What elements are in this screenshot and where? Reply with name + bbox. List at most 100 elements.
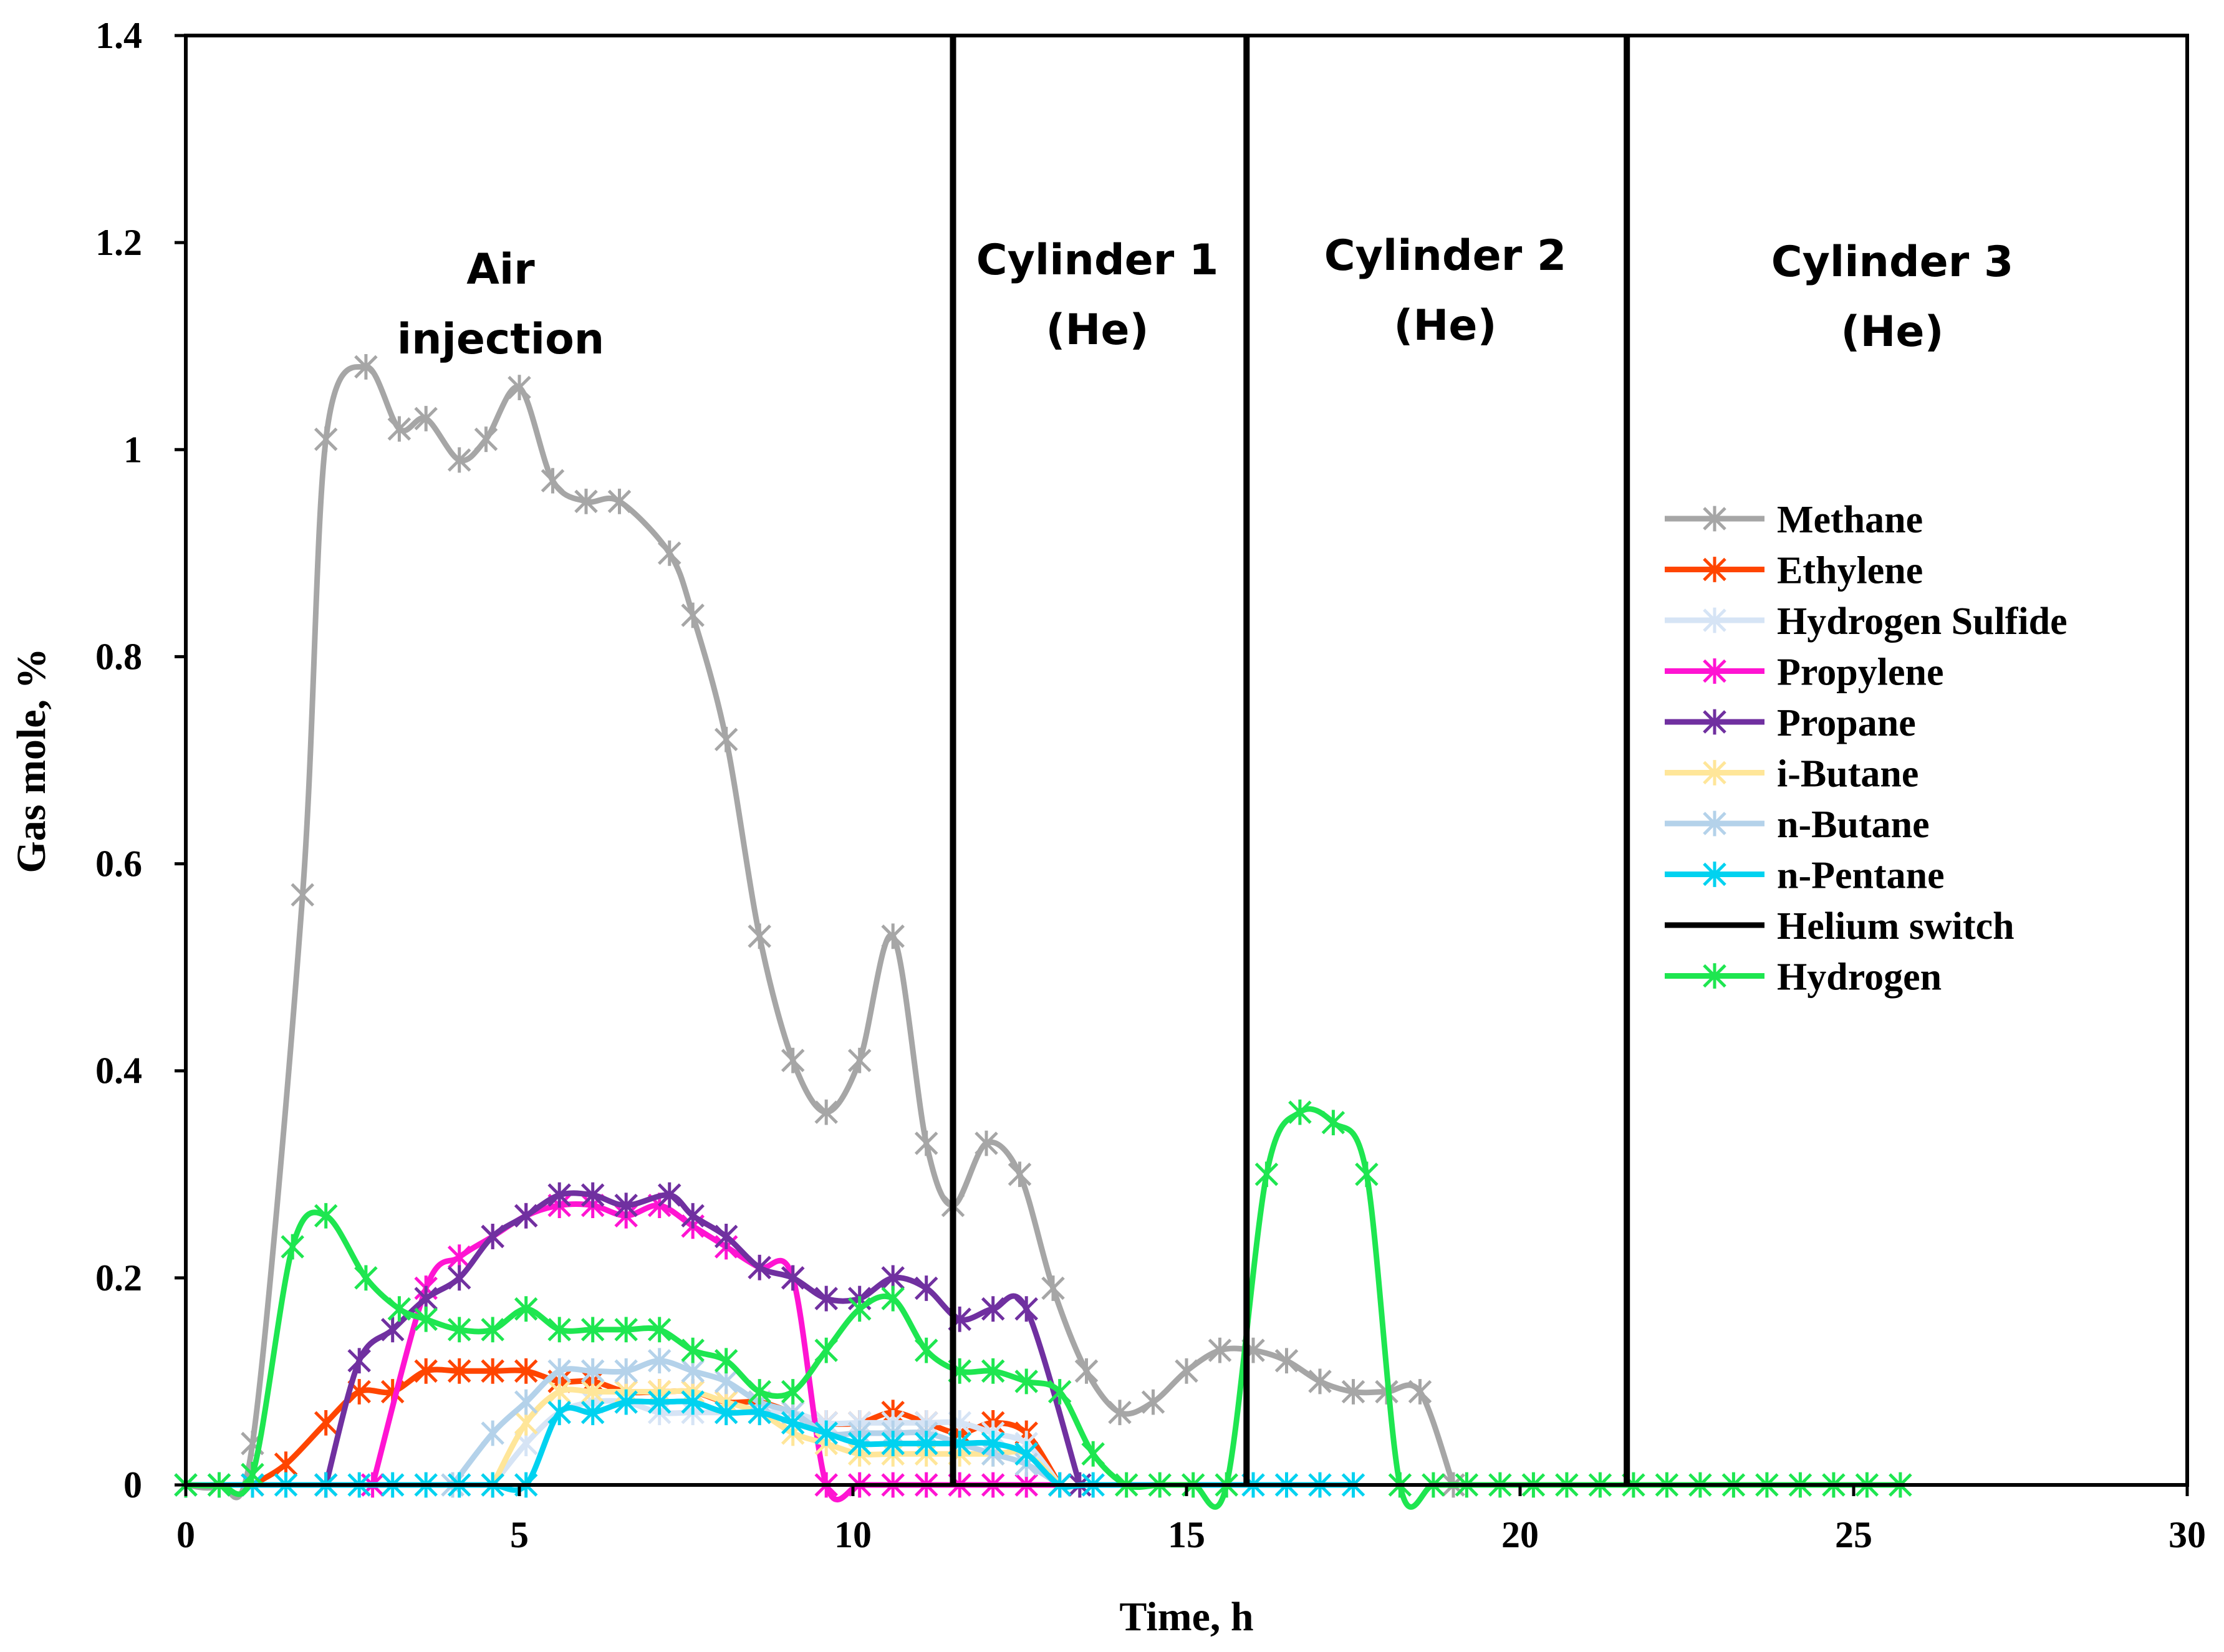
legend-label-n-pentane: n-Pentane xyxy=(1777,855,1945,897)
x-tick-label-2: 10 xyxy=(834,1514,872,1555)
legend-item-i-butane: i-Butane xyxy=(1665,753,1918,795)
legend-item-hydrogen-sulfide: Hydrogen Sulfide xyxy=(1665,600,2068,643)
point-methane-31 xyxy=(1208,1337,1232,1363)
point-methane-35 xyxy=(1341,1379,1365,1405)
legend: Methane Ethylene Hydrogen Sulfide Propylene… xyxy=(1665,499,2068,999)
x-axis-title: Time, h xyxy=(1119,1594,1253,1640)
point-ethylene-7 xyxy=(481,1358,504,1384)
svg-text:(He): (He) xyxy=(1394,301,1496,350)
point-methane-26 xyxy=(1041,1275,1065,1301)
point-hydrogen-33 xyxy=(1288,1099,1312,1125)
point-n-pentane-12 xyxy=(580,1400,605,1426)
x-tick-label-1: 5 xyxy=(510,1514,529,1555)
point-methane-3 xyxy=(291,881,315,908)
point-n-pentane-21 xyxy=(881,1431,905,1456)
point-hydrogen-22 xyxy=(914,1337,938,1363)
point-hydrogen-9 xyxy=(481,1317,504,1343)
point-hydrogen-34 xyxy=(1321,1110,1345,1136)
legend-label-n-butane: n-Butane xyxy=(1777,804,1930,846)
legend-item-methane: Methane xyxy=(1665,499,1923,541)
legend-label-propylene: Propylene xyxy=(1777,651,1944,694)
point-methane-20 xyxy=(847,1047,872,1073)
point-hydrogen-15 xyxy=(681,1337,705,1363)
legend-label-propane: Propane xyxy=(1777,702,1916,744)
point-propane-13 xyxy=(748,1254,771,1280)
point-methane-37 xyxy=(1408,1379,1432,1405)
point-n-butane-5 xyxy=(614,1358,638,1384)
svg-text:Cylinder 1: Cylinder 1 xyxy=(976,236,1219,285)
point-methane-17 xyxy=(748,923,771,949)
point-methane-33 xyxy=(1274,1348,1299,1374)
point-propane-18 xyxy=(914,1275,938,1301)
point-propane-1 xyxy=(347,1348,371,1374)
point-n-pentane-25 xyxy=(1014,1441,1038,1467)
point-n-pentane-15 xyxy=(681,1389,705,1415)
y-tick-label-2: 0.4 xyxy=(95,1050,142,1092)
svg-text:(He): (He) xyxy=(1841,307,1943,357)
point-ethylene-6 xyxy=(447,1358,471,1384)
point-n-butane-6 xyxy=(647,1348,672,1374)
legend-item-hydrogen: Hydrogen xyxy=(1665,956,1942,999)
point-hydrogen-8 xyxy=(447,1317,471,1343)
legend-label-ethylene: Ethylene xyxy=(1777,550,1923,592)
legend-item-n-pentane: n-Pentane xyxy=(1665,855,1945,897)
point-methane-22 xyxy=(914,1130,938,1156)
point-hydrogen-14 xyxy=(647,1317,672,1343)
y-tick-label-4: 0.8 xyxy=(95,636,142,677)
legend-label-helium-switch: Helium switch xyxy=(1777,905,2015,948)
series-line-hydrogen-sulfide xyxy=(489,1398,1063,1488)
point-n-pentane-22 xyxy=(914,1431,938,1456)
legend-marker-propylene xyxy=(1703,658,1726,684)
point-methane-27 xyxy=(1074,1358,1099,1384)
point-methane-25 xyxy=(1008,1161,1032,1188)
legend-label-i-butane: i-Butane xyxy=(1777,753,1918,795)
point-hydrogen-4 xyxy=(314,1203,338,1229)
point-hydrogen-5 xyxy=(354,1265,378,1291)
annotation-cylinder-2: Cylinder 2 (He) xyxy=(1324,231,1567,350)
point-propane-7 xyxy=(547,1182,571,1208)
point-hydrogen-25 xyxy=(1014,1368,1038,1395)
x-tick-label-6: 30 xyxy=(2169,1514,2206,1555)
point-methane-9 xyxy=(474,426,498,453)
point-hydrogen-21 xyxy=(881,1285,905,1312)
point-propane-21 xyxy=(1014,1296,1038,1322)
point-propane-15 xyxy=(814,1285,838,1312)
point-propane-10 xyxy=(657,1182,681,1208)
point-methane-10 xyxy=(508,375,531,401)
point-methane-12 xyxy=(574,488,598,514)
legend-label-methane: Methane xyxy=(1777,499,1923,541)
x-tick-label-3: 15 xyxy=(1168,1514,1205,1555)
point-methane-6 xyxy=(387,416,412,442)
legend-item-n-butane: n-Butane xyxy=(1665,804,1930,846)
legend-item-propylene: Propylene xyxy=(1665,651,1944,694)
legend-item-propane: Propane xyxy=(1665,702,1916,744)
legend-marker-hydrogen-sulfide xyxy=(1703,607,1726,633)
svg-text:(He): (He) xyxy=(1046,305,1148,355)
legend-item-helium-switch: Helium switch xyxy=(1665,905,2015,948)
y-tick-label-5: 1 xyxy=(123,429,142,470)
point-hydrogen-18 xyxy=(781,1379,805,1405)
point-methane-15 xyxy=(681,602,705,628)
legend-marker-hydrogen xyxy=(1703,963,1726,989)
point-propane-4 xyxy=(447,1265,471,1291)
point-propane-8 xyxy=(580,1182,605,1208)
legend-marker-ethylene xyxy=(1703,557,1726,582)
svg-text:Cylinder 3: Cylinder 3 xyxy=(1771,238,2014,287)
point-hydrogen-19 xyxy=(814,1337,838,1363)
legend-marker-i-butane xyxy=(1703,760,1726,785)
y-axis-title: Gas mole, % xyxy=(9,648,54,873)
point-methane-4 xyxy=(314,426,338,453)
point-hydrogen-27 xyxy=(1081,1441,1105,1467)
point-n-butane-3 xyxy=(547,1358,571,1384)
point-methane-21 xyxy=(881,923,905,949)
point-methane-13 xyxy=(607,488,632,514)
point-n-pentane-18 xyxy=(781,1409,805,1436)
y-tick-label-6: 1.2 xyxy=(95,222,142,263)
point-propane-5 xyxy=(481,1224,504,1249)
point-propane-9 xyxy=(614,1193,638,1219)
point-ethylene-5 xyxy=(414,1358,438,1384)
annotation-cylinder-3: Cylinder 3 (He) xyxy=(1771,238,2014,357)
legend-marker-n-pentane xyxy=(1703,862,1726,887)
point-methane-24 xyxy=(975,1130,998,1156)
legend-marker-methane xyxy=(1703,506,1726,532)
